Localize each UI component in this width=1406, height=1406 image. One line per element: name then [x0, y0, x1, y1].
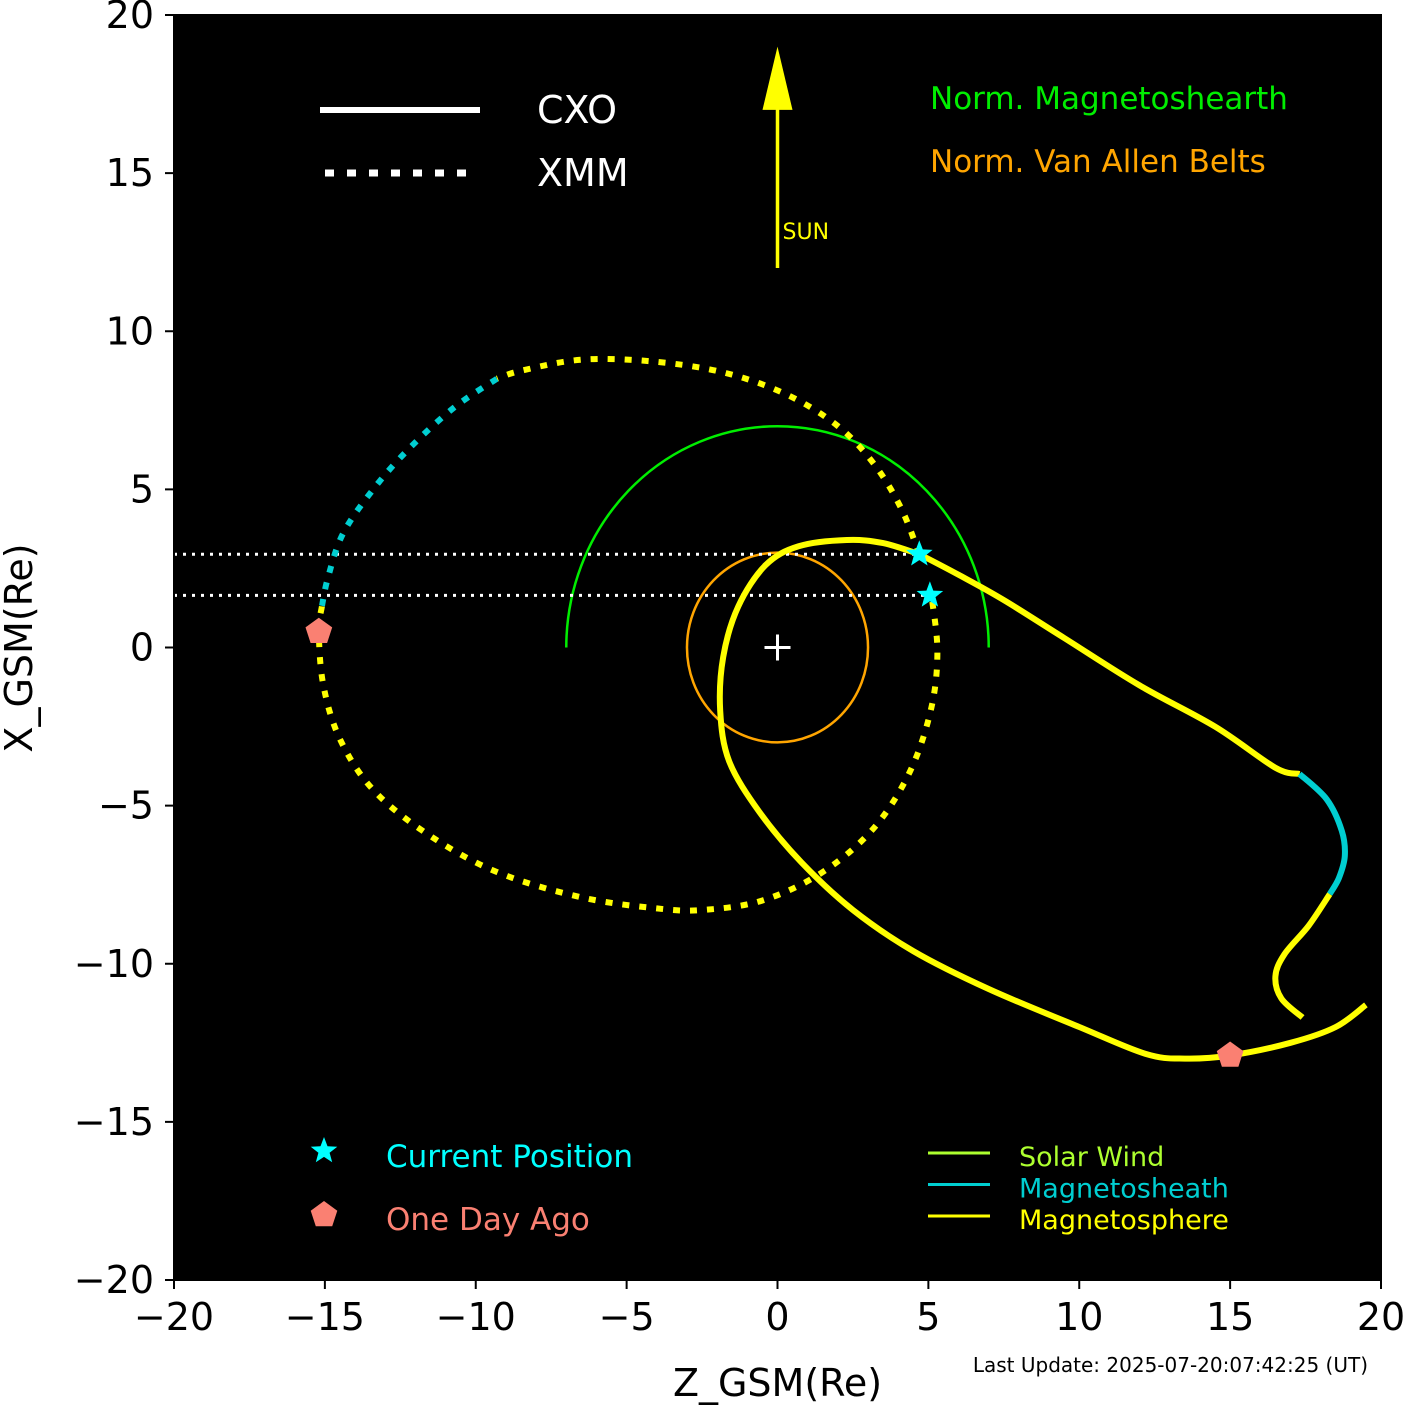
x-tick-label: −20	[134, 1295, 214, 1339]
cxo-orbit-segment-3	[1272, 892, 1333, 1020]
y-tick-label: 5	[130, 467, 154, 511]
x-tick-label: 5	[916, 1295, 940, 1339]
x-tick-label: −15	[285, 1295, 365, 1339]
legend-norm-van-allen-label: Norm. Van Allen Belts	[930, 144, 1266, 180]
legend-magnetosphere-label: Magnetosphere	[1019, 1205, 1229, 1236]
sun-arrow-head	[762, 46, 793, 110]
last-update-text: Last Update: 2025-07-20:07:42:25 (UT)	[973, 1353, 1368, 1377]
legend-current-position-label: Current Position	[386, 1139, 633, 1175]
one-day-ago-marker-cxo	[1216, 1041, 1244, 1067]
x-tick-label: −10	[436, 1295, 516, 1339]
x-tick-label: 15	[1206, 1295, 1254, 1339]
current-position-marker-cxo	[906, 540, 933, 566]
y-tick-label: −15	[74, 1100, 154, 1144]
magnetosheath-boundary	[565, 424, 990, 648]
y-tick-label: −5	[98, 784, 154, 828]
x-tick-label: 0	[765, 1295, 789, 1339]
legend-one-day-ago-label: One Day Ago	[386, 1202, 590, 1238]
current-position-marker-xmm	[916, 581, 944, 607]
x-axis-label: Z_GSM(Re)	[673, 1361, 882, 1405]
y-tick-label: −10	[74, 942, 154, 986]
y-tick-label: 15	[106, 151, 154, 195]
y-tick-label: −20	[74, 1258, 154, 1302]
cxo-orbit-segment-4	[716, 536, 1368, 1062]
y-tick-label: 20	[106, 0, 154, 37]
legend-solar-wind-label: Solar Wind	[1019, 1142, 1164, 1173]
x-tick-label: 20	[1357, 1295, 1405, 1339]
one-day-ago-marker-xmm	[305, 617, 333, 643]
legend-star-icon	[310, 1137, 338, 1163]
y-tick-label: 10	[106, 309, 154, 353]
sun-label: SUN	[783, 220, 830, 245]
legend-magnetosheath-label: Magnetosheath	[1019, 1174, 1229, 1205]
x-tick-label: 10	[1055, 1295, 1103, 1339]
legend-cxo-label: CXO	[537, 88, 617, 132]
cxo-orbit-segment-2	[1297, 771, 1348, 896]
x-tick-label: −5	[599, 1295, 655, 1339]
legend-pentagon-icon	[310, 1201, 338, 1227]
earth-marker	[764, 634, 791, 661]
y-axis-label: X_GSM(Re)	[0, 543, 41, 752]
cxo-orbit-segment-1	[917, 551, 1301, 777]
y-tick-label: 0	[130, 626, 154, 670]
xmm-orbit-segment-3	[315, 594, 941, 914]
legend-norm-magnetosheath-label: Norm. Magnetoshearth	[930, 81, 1288, 117]
legend-xmm-label: XMM	[537, 151, 629, 195]
